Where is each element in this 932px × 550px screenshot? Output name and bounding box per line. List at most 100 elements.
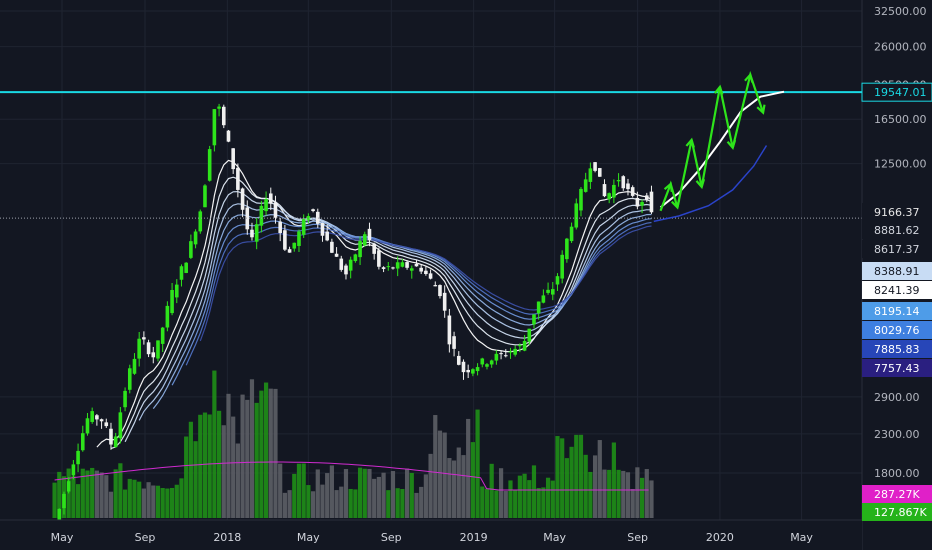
candle-body [123, 390, 127, 408]
volume-bar [334, 490, 339, 518]
volume-bar [99, 472, 104, 518]
candle-body [226, 130, 231, 142]
volume-bar [616, 469, 621, 518]
time-tick-label: Sep [135, 531, 156, 544]
candle-body [503, 355, 508, 357]
volume-bar [310, 491, 316, 518]
volume-bar [480, 486, 485, 518]
candle-body [400, 262, 405, 267]
candle-body [330, 241, 334, 253]
projection-curve-blue [653, 145, 768, 223]
volume-bar [461, 455, 466, 518]
candle-body [508, 351, 513, 353]
candle-body [113, 436, 118, 448]
ma-ribbon-line [199, 225, 652, 342]
volume-bar [165, 488, 170, 518]
volume-bar [353, 489, 358, 518]
ribbon-badge: 7885.83 [874, 343, 920, 356]
volume-bar [630, 488, 635, 518]
volume-bar [513, 489, 518, 518]
ribbon-badge: 7757.43 [874, 362, 920, 375]
volume-bar [57, 471, 62, 518]
candle-body [137, 338, 141, 359]
candle-body [198, 211, 203, 232]
candle-body [588, 168, 593, 182]
candle-body [358, 241, 362, 258]
candle-body [593, 162, 597, 171]
volume-bar [390, 471, 396, 518]
volume-bar [419, 486, 424, 518]
volume-bar [597, 440, 602, 518]
volume-ma-badge-bg [862, 485, 932, 503]
current-price-badge-bg [862, 221, 932, 239]
volume-bar [357, 467, 363, 518]
volume-bar [484, 488, 490, 518]
volume-bar [644, 469, 649, 518]
candle-body [334, 253, 339, 257]
volume-bar [268, 388, 273, 518]
time-tick-label: May [790, 531, 813, 544]
volume-bar [155, 485, 161, 518]
candle-body [419, 267, 423, 272]
candle-body [118, 412, 123, 439]
volume-bar [395, 488, 400, 518]
volume-bar [273, 388, 278, 518]
candle-body [635, 197, 640, 207]
volume-bar [315, 469, 320, 518]
candle-body [475, 367, 480, 372]
candle-body [438, 285, 442, 297]
volume-bar [503, 490, 508, 518]
candle-body [236, 167, 240, 190]
volume-bar [118, 463, 123, 518]
resistance-badge: 19547.01 [874, 86, 927, 99]
volume-bar [245, 399, 250, 518]
volume-bar [433, 415, 438, 518]
candle-body [339, 258, 344, 270]
volume-bar [625, 472, 631, 518]
volume-bar [381, 472, 386, 518]
ribbon-badge-bg [862, 359, 932, 377]
volume-badge: 127.867K [874, 506, 927, 519]
volume-bar [522, 473, 527, 518]
volume-bar [80, 468, 85, 518]
volume-bar [151, 485, 156, 518]
candle-body [485, 364, 489, 367]
candle-body [461, 361, 466, 373]
volume-bar [428, 453, 433, 518]
volume-bar [207, 414, 212, 518]
candle-body [90, 411, 94, 422]
candle-body [71, 464, 76, 476]
time-axis[interactable]: May Sep 2018 May Sep 2019 May Sep 2020 May [0, 519, 932, 550]
volume-bar [75, 484, 81, 518]
volume-bar [578, 434, 584, 518]
candle-body [522, 340, 527, 351]
volume-bar [545, 477, 551, 518]
candle-body [287, 249, 292, 253]
ma-ribbon-line [110, 176, 652, 450]
candle-body [311, 209, 315, 212]
candle-body [57, 508, 62, 526]
candle-body [109, 428, 113, 445]
volume-bar [226, 393, 231, 518]
candle-body [597, 168, 602, 177]
candle-body [259, 205, 264, 226]
time-tick-label: 2019 [460, 531, 488, 544]
candle-body [452, 336, 456, 349]
volume-bar [376, 476, 381, 518]
volume-ma-badge: 287.27K [874, 488, 920, 501]
candle-body [127, 368, 132, 390]
candle-body [489, 360, 494, 365]
candle-body [217, 106, 221, 109]
volume-bar [414, 492, 419, 518]
volume-bar [193, 441, 198, 518]
arrow-head [744, 72, 754, 83]
candle-body [273, 202, 278, 218]
candle-body [428, 273, 433, 279]
volume-bar [160, 488, 165, 518]
candle-body [612, 184, 616, 198]
candle-body [565, 238, 569, 260]
price-tick-label: 2900.00 [874, 391, 920, 404]
candle-body [607, 193, 611, 200]
volume-bar [447, 458, 452, 518]
